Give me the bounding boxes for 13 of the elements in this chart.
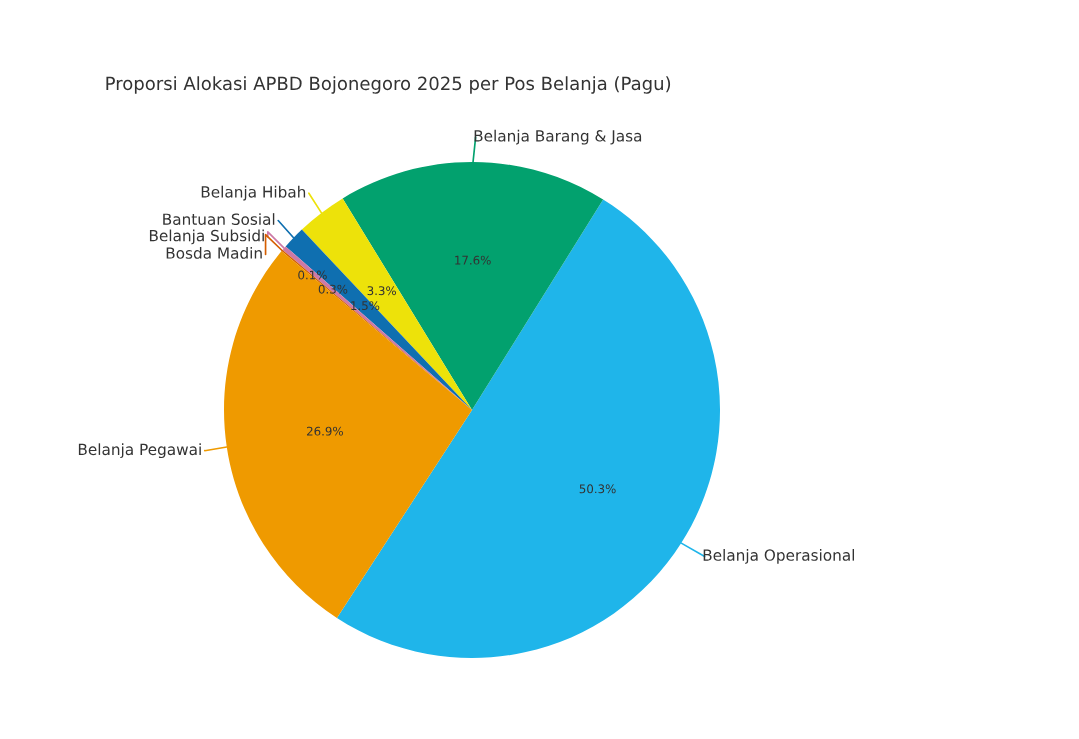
chart-title: Proporsi Alokasi APBD Bojonegoro 2025 per Pos Belanja (Pagu): [106, 76, 671, 94]
slice-label: Bantuan Sosial: [163, 213, 275, 225]
data-label: 50.3%: [579, 484, 616, 494]
slice-label: Belanja Subsidi: [149, 229, 264, 245]
data-label: 3.3%: [367, 286, 397, 296]
slice-label: Belanja Barang & Jasa: [474, 129, 642, 145]
slice-label: Bosda Madin: [166, 247, 262, 259]
data-label: 17.6%: [455, 255, 491, 265]
data-label: 0.3%: [318, 284, 348, 294]
slice-label: Belanja Hibah: [201, 185, 306, 201]
slice-label: Belanja Operasional: [703, 549, 854, 564]
slice-label: Belanja Pegawai: [78, 443, 201, 459]
data-label: 26.9%: [306, 426, 343, 436]
